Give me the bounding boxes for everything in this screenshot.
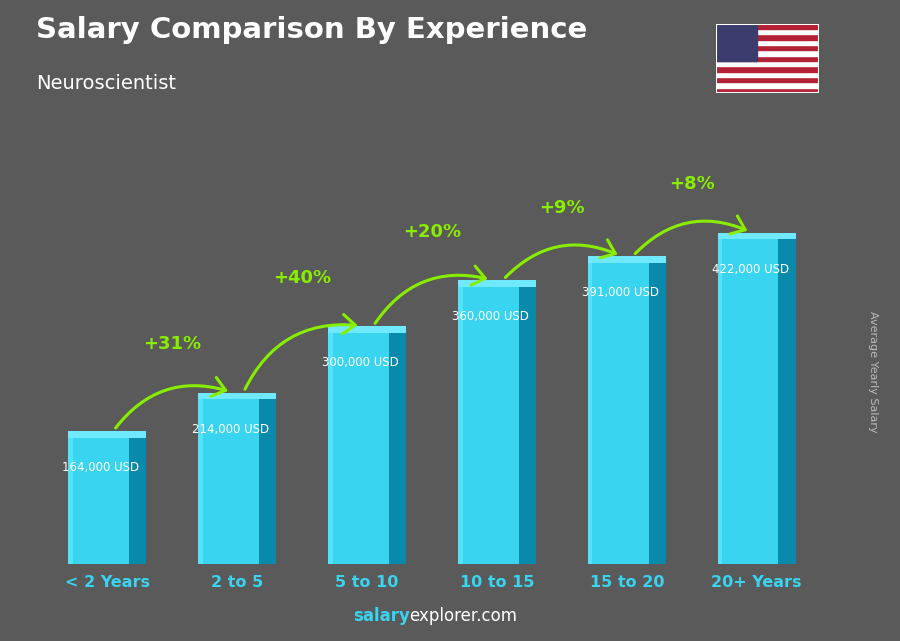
Text: +8%: +8% — [669, 176, 715, 194]
Text: explorer.com: explorer.com — [410, 607, 518, 625]
Bar — [716, 51, 819, 56]
Bar — [198, 399, 259, 564]
Bar — [68, 438, 130, 564]
Bar — [778, 240, 796, 564]
FancyArrowPatch shape — [245, 315, 356, 389]
Bar — [716, 88, 819, 93]
Bar — [328, 326, 406, 333]
Bar — [588, 263, 649, 564]
Bar — [716, 35, 819, 40]
Bar — [68, 431, 147, 438]
Bar — [717, 240, 778, 564]
Bar — [458, 287, 463, 564]
Bar — [328, 333, 389, 564]
Text: Average Yearly Salary: Average Yearly Salary — [868, 311, 878, 433]
Text: Salary Comparison By Experience: Salary Comparison By Experience — [36, 16, 587, 44]
Bar — [328, 333, 333, 564]
Bar — [716, 66, 819, 72]
Bar — [458, 280, 536, 287]
Text: 360,000 USD: 360,000 USD — [452, 310, 529, 323]
Bar — [68, 438, 73, 564]
Bar — [716, 72, 819, 77]
Text: +31%: +31% — [143, 335, 202, 353]
Bar — [716, 45, 819, 51]
Text: 422,000 USD: 422,000 USD — [712, 263, 788, 276]
Text: 391,000 USD: 391,000 USD — [581, 287, 659, 299]
FancyArrowPatch shape — [635, 216, 745, 254]
Bar — [716, 82, 819, 88]
Text: +9%: +9% — [539, 199, 585, 217]
Bar — [716, 40, 819, 45]
Bar — [716, 56, 819, 61]
Bar — [717, 233, 796, 240]
Text: 300,000 USD: 300,000 USD — [322, 356, 399, 369]
Bar — [588, 256, 666, 263]
Bar — [458, 287, 518, 564]
Bar — [716, 77, 819, 82]
Text: 214,000 USD: 214,000 USD — [193, 422, 269, 435]
Text: +20%: +20% — [403, 223, 461, 241]
Bar — [716, 24, 757, 61]
Bar — [716, 29, 819, 35]
Text: Neuroscientist: Neuroscientist — [36, 74, 176, 93]
FancyArrowPatch shape — [505, 240, 616, 278]
FancyArrowPatch shape — [375, 266, 485, 323]
Bar — [588, 263, 592, 564]
Bar — [198, 399, 203, 564]
Bar — [259, 399, 276, 564]
Bar — [649, 263, 666, 564]
Bar — [518, 287, 536, 564]
Bar — [716, 24, 819, 29]
Text: +40%: +40% — [273, 269, 331, 287]
Bar — [198, 392, 276, 399]
Bar — [717, 240, 723, 564]
FancyArrowPatch shape — [115, 378, 226, 428]
Bar — [389, 333, 406, 564]
Text: 164,000 USD: 164,000 USD — [62, 461, 140, 474]
Text: salary: salary — [353, 607, 410, 625]
Bar — [716, 61, 819, 66]
Bar — [130, 438, 147, 564]
